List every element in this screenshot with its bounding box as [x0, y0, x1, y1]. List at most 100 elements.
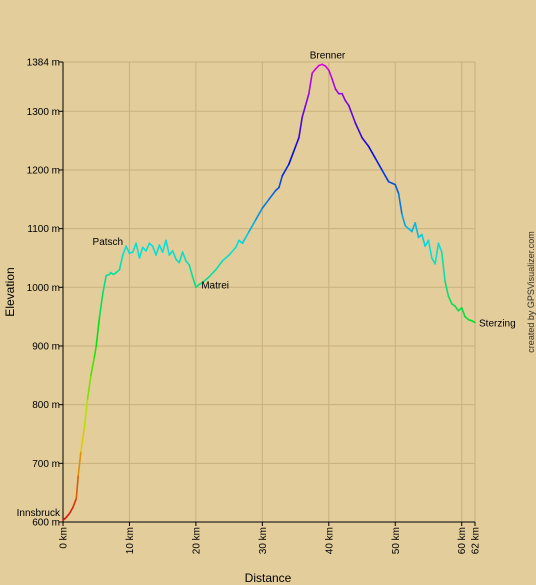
elevation-segment [314, 64, 320, 70]
elevation-segment [347, 104, 357, 124]
elevation-segment [460, 307, 466, 318]
elevation-segment [161, 239, 167, 253]
elevation-segment [248, 219, 257, 233]
elevation-segment [374, 157, 383, 171]
elevation-segment [394, 183, 400, 195]
place-label: Innsbruck [17, 508, 61, 519]
elevation-segment [434, 242, 440, 265]
elevation-segment [155, 244, 161, 256]
elevation-segment [331, 78, 337, 90]
elevation-segment [421, 233, 426, 248]
elevation-segment [361, 136, 370, 148]
elevation-segment [208, 268, 217, 278]
y-tick-label: 700 m [32, 459, 60, 470]
elevation-segment [191, 275, 197, 289]
elevation-segment [221, 254, 230, 262]
elevation-segment [118, 254, 124, 271]
x-axis-ticks: 0 km 10 km 20 km 30 km 40 km 50 km 60 km 62 km [59, 522, 482, 554]
elevation-segment [447, 295, 453, 305]
elevation-segment [122, 245, 127, 256]
elevation-segment [301, 104, 307, 118]
credit-text: created by GPSVisualizer.com [526, 231, 536, 352]
elevation-segment [278, 175, 284, 189]
elevation-segment [344, 99, 350, 107]
elevation-segment [138, 246, 144, 259]
elevation-segment [165, 239, 171, 256]
elevation-segment [294, 136, 300, 148]
elevation-segment [68, 506, 74, 514]
elevation-segment [281, 163, 290, 177]
elevation-segment [80, 427, 86, 453]
elevation-segment [178, 251, 184, 264]
place-label: Matrei [201, 280, 229, 291]
y-tick-label: 1300 m [27, 107, 60, 118]
elevation-segment [341, 92, 347, 102]
elevation-segment [102, 274, 107, 294]
elevation-segment [254, 207, 264, 221]
elevation-segment [288, 145, 297, 165]
elevation-segment [228, 246, 237, 256]
x-tick-label: 30 km [258, 527, 269, 554]
elevation-segment [381, 169, 390, 183]
x-tick-label: 10 km [125, 527, 136, 554]
x-tick-label: 60 km [457, 527, 468, 554]
elevation-segment [470, 319, 476, 324]
elevation-segment [328, 69, 333, 80]
y-tick-label: 1384 m [27, 58, 60, 69]
elevation-segment [83, 397, 89, 429]
elevation-segment [440, 251, 446, 283]
elevation-segment [311, 68, 317, 74]
elevation-segment [171, 250, 177, 260]
elevation-segment [411, 221, 416, 233]
place-label: Sterzing [479, 319, 516, 330]
y-axis-title: Elevation [3, 267, 17, 316]
elevation-segment [188, 264, 194, 278]
y-axis-ticks: 600 m 700 m 800 m 900 m 1000 m 1100 m 1200 m 13… [27, 58, 63, 529]
x-tick-label: 20 km [191, 527, 202, 554]
elevation-segment [437, 242, 443, 253]
y-tick-label: 1000 m [27, 283, 60, 294]
elevation-segment [151, 245, 157, 256]
elevation-segment [125, 245, 131, 255]
elevation-segment [185, 260, 191, 266]
elevation-segment [181, 251, 187, 262]
y-tick-label: 1200 m [27, 165, 60, 176]
elevation-segment [414, 221, 420, 239]
place-label: Brenner [310, 50, 346, 61]
elevation-segment [401, 213, 407, 227]
elevation-segment [454, 305, 460, 312]
elevation-segment [367, 145, 377, 160]
elevation-segment [77, 450, 82, 476]
elevation-segment [427, 239, 433, 259]
elevation-segment [95, 315, 101, 347]
x-tick-label: 50 km [391, 527, 402, 554]
y-tick-label: 800 m [32, 400, 60, 411]
y-tick-label: 600 m [32, 518, 60, 529]
place-annotations: Innsbruck Patsch Matrei Brenner Sterzing [17, 50, 516, 519]
elevation-segment [131, 242, 137, 253]
grid-lines [62, 61, 476, 523]
x-tick-label: 0 km [59, 527, 70, 549]
y-tick-label: 1100 m [27, 224, 60, 235]
y-tick-label: 900 m [32, 341, 60, 352]
elevation-segment [86, 374, 92, 400]
elevation-segment [65, 512, 71, 519]
elevation-segment [397, 192, 403, 215]
x-tick-label: 62 km [471, 527, 482, 554]
x-tick-label: 40 km [324, 527, 335, 554]
x-axis-title: Distance [245, 571, 292, 585]
elevation-segment [334, 88, 340, 95]
elevation-segment [98, 292, 104, 318]
elevation-segment [72, 497, 78, 509]
elevation-segment [304, 92, 310, 107]
elevation-segment [75, 474, 80, 500]
elevation-segment [308, 72, 313, 95]
elevation-segment [90, 356, 96, 377]
elevation-segment [135, 242, 141, 259]
elevation-segment [444, 280, 450, 297]
elevation-segment [145, 242, 151, 252]
elevation-segment [234, 239, 240, 249]
elevation-segment [93, 345, 98, 359]
elevation-segment [261, 198, 270, 209]
